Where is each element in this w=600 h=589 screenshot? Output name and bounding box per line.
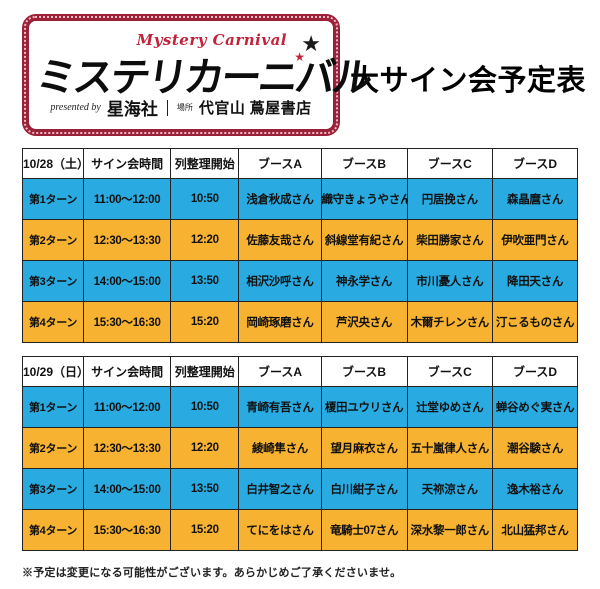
- line-start-cell: 12:20: [170, 427, 240, 469]
- time-cell: 15:30～16:30: [83, 509, 172, 551]
- logo-script-title: Mystery Carnival: [136, 31, 287, 49]
- date-header: 10/28（土）: [21, 148, 85, 179]
- date-header: 10/29（日）: [21, 356, 85, 387]
- event-logo: Mystery Carnival ★ ★ ミステリカーニバル presented…: [22, 14, 373, 136]
- booth-d-cell: 汀こるものさん: [492, 301, 578, 343]
- booth-b-cell: 榎田ユウリさん: [320, 386, 408, 428]
- table-row: 第3ターン 14:00～15:00 13:50 白井智之さん 白川紺子さん 天祢…: [21, 468, 578, 510]
- star-icon: ★: [294, 50, 305, 64]
- line-start-cell: 13:50: [170, 468, 240, 510]
- line-start-cell: 15:20: [170, 301, 240, 343]
- turn-cell: 第1ターン: [21, 386, 85, 428]
- booth-c-cell: 辻堂ゆめさん: [406, 386, 494, 428]
- booth-b-cell: 斜線堂有紀さん: [320, 219, 408, 261]
- table-row: 第4ターン 15:30～16:30 15:20 てにをはさん 竜騎士07さん 深…: [21, 509, 578, 551]
- presented-by-label: presented by: [50, 102, 101, 113]
- table-row: 第2ターン 12:30～13:30 12:20 佐藤友哉さん 斜線堂有紀さん 柴…: [21, 219, 578, 261]
- booth-a-cell: 岡崎琢磨さん: [238, 301, 322, 343]
- booth-d-cell: 潮谷験さん: [492, 427, 578, 469]
- header-row: 10/28（土） サイン会時間 列整理開始 ブースA ブースB ブースC ブース…: [21, 148, 578, 179]
- time-cell: 12:30～13:30: [83, 219, 172, 261]
- column-header-line-start: 列整理開始: [170, 356, 240, 387]
- table-row: 第4ターン 15:30～16:30 15:20 岡崎琢磨さん 芦沢央さん 木爾チ…: [21, 301, 578, 343]
- booth-a-cell: 相沢沙呼さん: [238, 260, 322, 302]
- booth-b-cell: 織守きょうやさん: [320, 178, 408, 220]
- footnote: ※予定は変更になる可能性がございます。あらかじめご了承くださいませ。: [22, 567, 402, 579]
- booth-a-cell: 青崎有吾さん: [238, 386, 322, 428]
- turn-cell: 第3ターン: [21, 468, 85, 510]
- star-icon: ★: [301, 31, 321, 56]
- turn-cell: 第1ターン: [21, 178, 85, 220]
- booth-c-cell: 深水黎一郎さん: [406, 509, 494, 551]
- column-header-booth-c: ブースC: [406, 356, 494, 387]
- booth-c-cell: 天祢涼さん: [406, 468, 494, 510]
- booth-c-cell: 木爾チレンさん: [406, 301, 494, 343]
- booth-d-cell: 降田天さん: [492, 260, 578, 302]
- time-cell: 11:00～12:00: [83, 178, 172, 220]
- divider: [166, 99, 168, 116]
- booth-d-cell: 蝉谷めぐ実さん: [492, 386, 578, 428]
- turn-cell: 第3ターン: [21, 260, 85, 302]
- booth-b-cell: 芦沢央さん: [320, 301, 408, 343]
- column-header-booth-b: ブースB: [320, 148, 408, 179]
- line-start-cell: 15:20: [170, 509, 240, 551]
- page-title: 大サイン会予定表: [350, 65, 587, 97]
- time-cell: 14:00～15:00: [83, 260, 172, 302]
- turn-cell: 第4ターン: [21, 301, 85, 343]
- booth-c-cell: 市川憂人さん: [406, 260, 494, 302]
- booth-c-cell: 円居挽さん: [406, 178, 494, 220]
- column-header-booth-c: ブースC: [406, 148, 494, 179]
- page-header: Mystery Carnival ★ ★ ミステリカーニバル presented…: [22, 14, 586, 136]
- column-header-booth-d: ブースD: [492, 148, 578, 179]
- time-cell: 11:00～12:00: [83, 386, 172, 428]
- booth-d-cell: 北山猛邦さん: [492, 509, 578, 551]
- column-header-booth-d: ブースD: [492, 356, 578, 387]
- column-header-booth-b: ブースB: [320, 356, 408, 387]
- booth-b-cell: 望月麻衣さん: [320, 427, 408, 469]
- time-cell: 12:30～13:30: [83, 427, 172, 469]
- location-label: 場所: [176, 103, 193, 112]
- booth-d-cell: 森晶麿さん: [492, 178, 578, 220]
- booth-b-cell: 神永学さん: [320, 260, 408, 302]
- booth-c-cell: 五十嵐律人さん: [406, 427, 494, 469]
- location-name: 代官山 蔦屋書店: [198, 101, 312, 117]
- column-header-booth-a: ブースA: [238, 356, 322, 387]
- booth-a-cell: てにをはさん: [238, 509, 322, 551]
- booth-b-cell: 白川紺子さん: [320, 468, 408, 510]
- schedule-table-sunday: 10/29（日） サイン会時間 列整理開始 ブースA ブースB ブースC ブース…: [21, 356, 578, 551]
- table-row: 第3ターン 14:00～15:00 13:50 相沢沙呼さん 神永学さん 市川憂…: [21, 260, 578, 302]
- header-row: 10/29（日） サイン会時間 列整理開始 ブースA ブースB ブースC ブース…: [21, 356, 578, 387]
- table-row: 第2ターン 12:30～13:30 12:20 綾崎隼さん 望月麻衣さん 五十嵐…: [21, 427, 578, 469]
- logo-credits: presented by 星海社 場所 代官山 蔦屋書店: [29, 95, 333, 120]
- column-header-booth-a: ブースA: [238, 148, 322, 179]
- booth-d-cell: 逸木裕さん: [492, 468, 578, 510]
- column-header-time: サイン会時間: [83, 356, 172, 387]
- line-start-cell: 10:50: [170, 386, 240, 428]
- turn-cell: 第2ターン: [21, 219, 85, 261]
- booth-a-cell: 浅倉秋成さん: [238, 178, 322, 220]
- time-cell: 14:00～15:00: [83, 468, 172, 510]
- booth-c-cell: 柴田勝家さん: [406, 219, 494, 261]
- booth-b-cell: 竜騎士07さん: [320, 509, 408, 551]
- schedule-table-saturday: 10/28（土） サイン会時間 列整理開始 ブースA ブースB ブースC ブース…: [21, 148, 578, 343]
- column-header-line-start: 列整理開始: [170, 148, 240, 179]
- booth-a-cell: 佐藤友哉さん: [238, 219, 322, 261]
- line-start-cell: 10:50: [170, 178, 240, 220]
- turn-cell: 第2ターン: [21, 427, 85, 469]
- column-header-time: サイン会時間: [83, 148, 172, 179]
- booth-a-cell: 白井智之さん: [238, 468, 322, 510]
- line-start-cell: 13:50: [170, 260, 240, 302]
- booth-a-cell: 綾崎隼さん: [238, 427, 322, 469]
- booth-d-cell: 伊吹亜門さん: [492, 219, 578, 261]
- time-cell: 15:30～16:30: [83, 301, 172, 343]
- turn-cell: 第4ターン: [21, 509, 85, 551]
- presenter-name: 星海社: [106, 100, 158, 119]
- table-row: 第1ターン 11:00～12:00 10:50 青崎有吾さん 榎田ユウリさん 辻…: [21, 386, 578, 428]
- table-row: 第1ターン 11:00～12:00 10:50 浅倉秋成さん 織守きょうやさん …: [21, 178, 578, 220]
- line-start-cell: 12:20: [170, 219, 240, 261]
